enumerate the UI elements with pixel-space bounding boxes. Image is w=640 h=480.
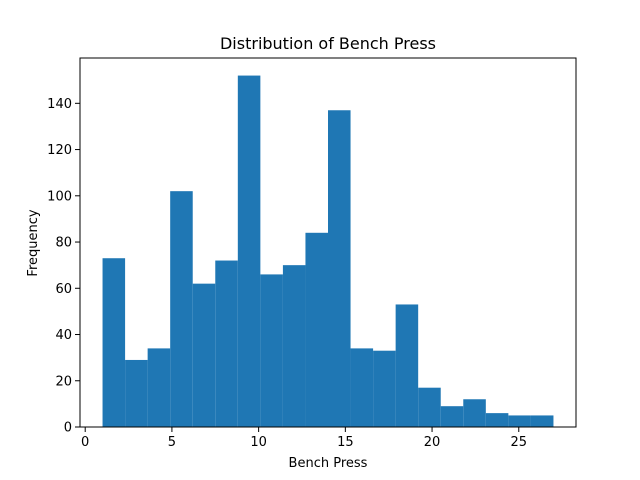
x-tick-label: 15 <box>337 435 354 450</box>
y-tick-label: 0 <box>64 421 72 436</box>
y-tick-label: 140 <box>47 97 72 112</box>
histogram-bar-3 <box>170 191 193 427</box>
y-axis-label: Frequency <box>26 209 41 276</box>
histogram-bar-7 <box>260 274 283 427</box>
x-tick-label: 25 <box>510 435 527 450</box>
y-tick-label: 60 <box>55 282 72 297</box>
y-tick-label: 100 <box>47 189 72 204</box>
histogram-bar-19 <box>530 415 554 427</box>
y-axis-ticks: 0 20 40 60 80 100 120 140 <box>47 97 80 436</box>
histogram-bar-13 <box>395 304 419 427</box>
histogram-bar-9 <box>305 232 328 427</box>
x-axis-ticks: 0 5 10 15 20 25 <box>81 427 527 450</box>
x-tick-label: 0 <box>81 435 89 450</box>
histogram-bar-6 <box>237 75 261 428</box>
histogram-bar-8 <box>282 265 306 427</box>
histogram-bar-17 <box>485 413 509 427</box>
histogram-bar-12 <box>373 350 396 427</box>
y-tick-label: 120 <box>47 143 72 158</box>
histogram-bar-18 <box>508 415 531 427</box>
histogram-bar-11 <box>350 348 374 427</box>
x-tick-label: 20 <box>424 435 441 450</box>
x-tick-label: 5 <box>168 435 176 450</box>
x-tick-label: 10 <box>250 435 267 450</box>
y-tick-label: 80 <box>55 236 72 251</box>
chart-title: Distribution of Bench Press <box>220 34 436 53</box>
x-axis-label: Bench Press <box>289 456 368 471</box>
histogram-bar-4 <box>192 283 216 427</box>
histogram-bar-15 <box>440 406 464 427</box>
histogram-bar-10 <box>328 110 351 427</box>
histogram-bar-5 <box>215 260 238 427</box>
y-tick-label: 20 <box>55 374 72 389</box>
histogram-bar-14 <box>418 387 441 427</box>
y-tick-label: 40 <box>55 328 72 343</box>
histogram-bar-2 <box>147 348 171 427</box>
bars-group <box>102 75 554 428</box>
histogram-bar-1 <box>125 359 148 427</box>
histogram-bar-0 <box>102 258 126 427</box>
histogram-bar-16 <box>463 399 486 427</box>
